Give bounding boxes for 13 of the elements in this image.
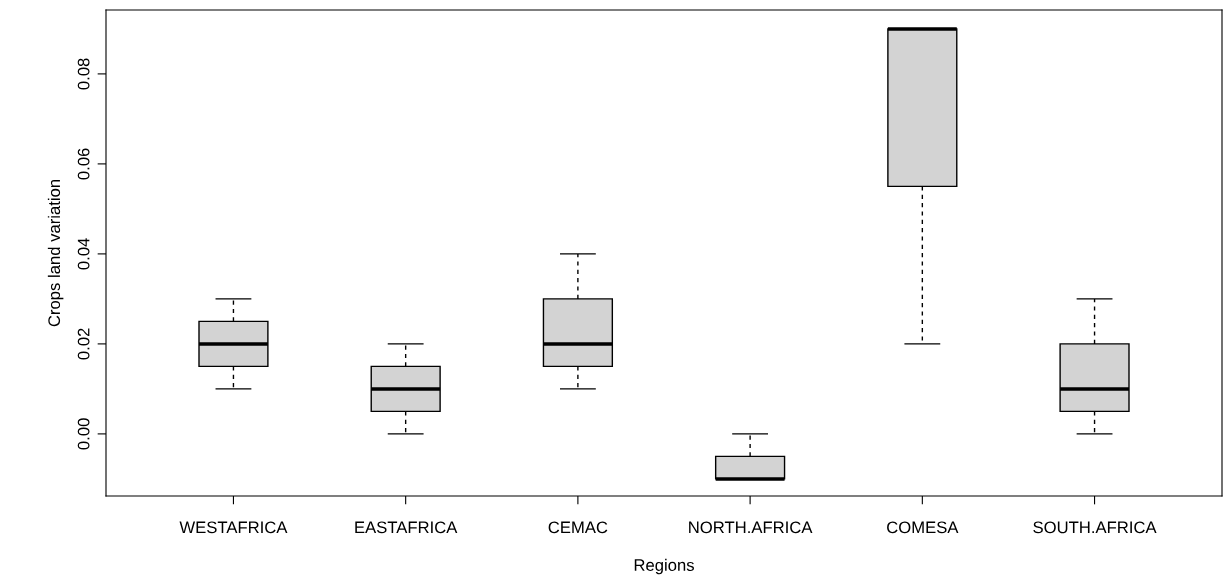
- x-tick-label: SOUTH.AFRICA: [1033, 521, 1157, 534]
- x-tick-label: COMESA: [887, 521, 959, 534]
- y-tick-label: 0.08: [77, 58, 90, 90]
- y-tick-label: 0.00: [77, 418, 90, 450]
- x-tick-label: NORTH.AFRICA: [689, 521, 813, 534]
- x-tick-label: WESTAFRICA: [179, 521, 288, 534]
- y-axis-title: Crops land variation: [47, 179, 64, 327]
- y-tick-label: 0.02: [77, 328, 90, 360]
- y-tick-label: 0.04: [77, 238, 90, 270]
- x-axis-title: Regions: [634, 558, 694, 575]
- x-tick-label: EASTAFRICA: [355, 521, 458, 534]
- y-tick-label: 0.06: [77, 148, 90, 180]
- x-tick-label: CEMAC: [548, 521, 608, 534]
